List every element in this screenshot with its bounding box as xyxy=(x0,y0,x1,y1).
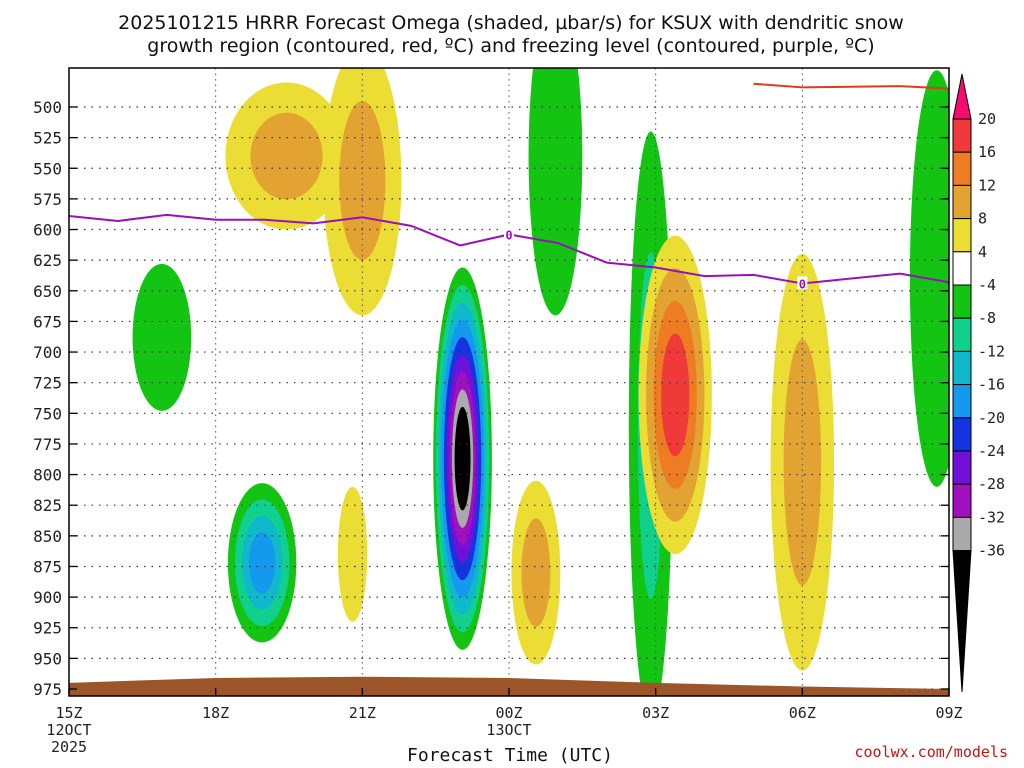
x-tick-label-15: 15Z xyxy=(55,704,82,722)
omega-region-descent-low-21z-level-0 xyxy=(337,486,368,622)
surface-terrain xyxy=(69,676,949,696)
grid-lines xyxy=(69,68,949,696)
y-tick-label-900: 900 xyxy=(33,588,62,607)
colorbar-label-13: -36 xyxy=(978,542,1005,560)
colorbar-segment-2 xyxy=(952,151,972,186)
omega-region-ascent-left-675-level-0 xyxy=(132,263,192,411)
omega-shaded-regions xyxy=(132,68,949,696)
y-tick-label-925: 925 xyxy=(33,619,62,638)
colorbar-label-4: 4 xyxy=(978,243,987,261)
colorbar-segment-6 xyxy=(952,284,972,319)
omega-region-descent-low-00z-level-1 xyxy=(521,518,551,627)
colorbar-label-9: -20 xyxy=(978,409,1005,427)
colorbar-segment-11 xyxy=(952,450,972,485)
colorbar-segment-1 xyxy=(952,118,972,153)
x-tick-label-30: 06Z xyxy=(789,704,816,722)
y-tick-label-525: 525 xyxy=(33,129,62,148)
colorbar-label-2: 12 xyxy=(978,176,996,194)
colorbar-segment-3 xyxy=(952,184,972,220)
credit-text: coolwx.com/models xyxy=(854,743,1008,761)
x-tick-label-33: 09Z xyxy=(935,704,962,722)
chart-title-line-1: 2025101215 HRRR Forecast Omega (shaded, … xyxy=(118,12,904,34)
omega-region-ascent-top-00z-level-0 xyxy=(528,68,583,316)
colorbar-label-7: -12 xyxy=(978,342,1005,360)
y-tick-label-800: 800 xyxy=(33,466,62,485)
colorbar-segment-9 xyxy=(952,384,972,419)
y-tick-label-625: 625 xyxy=(33,251,62,270)
y-tick-label-500: 500 xyxy=(33,98,62,117)
freezing-level-label-1: 0 xyxy=(799,277,806,291)
freezing-label-bg-0 xyxy=(504,227,514,241)
colorbar-bottom-arrow xyxy=(952,550,972,693)
x-tick-sublabel-15: 12OCT xyxy=(46,721,91,739)
y-tick-label-700: 700 xyxy=(33,343,62,362)
x-axis-label: Forecast Time (UTC) xyxy=(407,745,613,766)
colorbar-segment-10 xyxy=(952,417,972,452)
colorbar-label-0: 20 xyxy=(978,110,996,128)
colorbar-segment-12 xyxy=(952,483,972,518)
dgz-contour-line xyxy=(753,82,949,90)
x-tick-sublabel-24: 13OCT xyxy=(486,721,531,739)
colorbar-segment-7 xyxy=(952,317,972,352)
y-tick-label-550: 550 xyxy=(33,159,62,178)
colorbar-segment-8 xyxy=(952,350,972,386)
chart-title-line-2: growth region (contoured, red, ºC) and f… xyxy=(147,35,874,57)
colorbar-segment-5 xyxy=(952,251,972,286)
freezing-level-label-0: 0 xyxy=(505,228,512,242)
y-tick-label-675: 675 xyxy=(33,312,62,331)
colorbar-label-5: -4 xyxy=(978,276,996,294)
omega-region-descent-upper-19z-level-1 xyxy=(250,112,323,200)
omega-region-descent-03z-level-3 xyxy=(661,333,690,457)
y-tick-label-875: 875 xyxy=(33,557,62,576)
colorbar-label-8: -16 xyxy=(978,376,1005,394)
colorbar-top-arrow xyxy=(952,73,972,120)
omega-region-ascent-low-18z-level-3 xyxy=(248,532,276,594)
x-tick-label-18: 18Z xyxy=(202,704,229,722)
y-tick-label-650: 650 xyxy=(33,282,62,301)
colorbar-label-11: -28 xyxy=(978,475,1005,493)
x-tick-label-24: 00Z xyxy=(495,704,522,722)
colorbar-label-1: 16 xyxy=(978,143,996,161)
colorbar-label-3: 8 xyxy=(978,210,987,228)
y-tick-label-850: 850 xyxy=(33,527,62,546)
x-tick-label-27: 03Z xyxy=(642,704,669,722)
omega-region-ascent-core-level-8 xyxy=(454,406,471,511)
colorbar-label-6: -8 xyxy=(978,309,996,327)
y-axis-ticks: 500 525 550 575 600 625 650 675 700 725 750 775 800 8… xyxy=(33,98,949,699)
colorbar-segment-13 xyxy=(952,516,972,552)
contour-lines: 00 xyxy=(69,82,949,291)
y-tick-label-725: 725 xyxy=(33,374,62,393)
x-tick-label-21: 21Z xyxy=(349,704,376,722)
omega-region-descent-06z-level-1 xyxy=(783,339,822,586)
y-tick-label-975: 975 xyxy=(33,680,62,699)
colorbar: 20 16 12 8 4 -4 -8 -12 -16 -20 -24 -28 -32 -36 xyxy=(952,73,1005,693)
colorbar-segment-4 xyxy=(952,218,972,253)
freezing-label-bg-1 xyxy=(797,276,808,290)
x-tick-year-15: 2025 xyxy=(51,738,87,756)
colorbar-label-12: -32 xyxy=(978,508,1005,526)
colorbar-label-10: -24 xyxy=(978,442,1005,460)
y-tick-label-600: 600 xyxy=(33,221,62,240)
y-tick-label-775: 775 xyxy=(33,435,62,454)
terrain-fill xyxy=(69,676,949,696)
y-tick-label-825: 825 xyxy=(33,496,62,515)
omega-region-descent-upper-21z-level-1 xyxy=(339,100,386,261)
y-tick-label-575: 575 xyxy=(33,190,62,209)
y-tick-label-950: 950 xyxy=(33,649,62,668)
y-tick-label-750: 750 xyxy=(33,404,62,423)
